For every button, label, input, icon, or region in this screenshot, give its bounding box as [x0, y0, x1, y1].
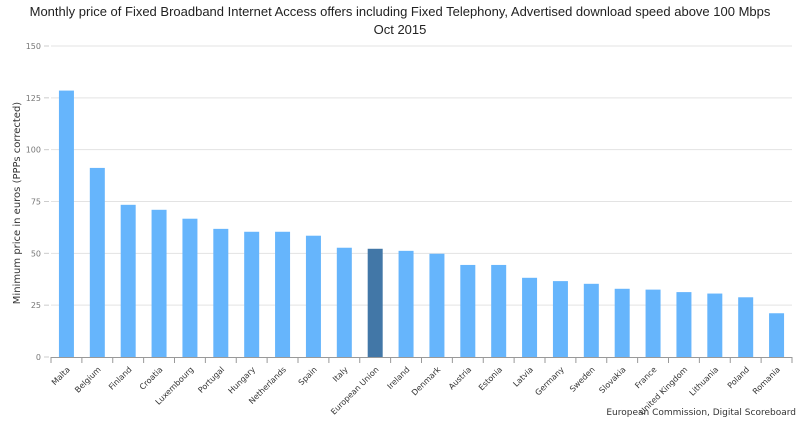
chart-subtitle: Oct 2015: [373, 22, 427, 37]
bar-slovakia: [614, 288, 630, 357]
x-tick-label: France: [633, 365, 658, 390]
x-tick-label: Denmark: [410, 365, 443, 398]
bar-sweden: [583, 283, 599, 357]
x-tick-label: Slovakia: [597, 365, 627, 395]
bar-croatia: [151, 209, 167, 357]
y-tick-label: 75: [31, 198, 41, 207]
chart-credit: European Commission, Digital Scoreboard: [606, 408, 796, 418]
bar-malta: [58, 90, 74, 358]
x-tick-label: Finland: [107, 365, 134, 392]
x-tick-label: Spain: [297, 365, 319, 387]
x-tick-label: Lithuania: [688, 365, 721, 398]
x-tick-label: Austria: [447, 365, 473, 391]
x-tick-label: Latvia: [511, 365, 535, 389]
bar-romania: [769, 313, 785, 357]
bar-estonia: [491, 264, 507, 357]
x-tick-label: Hungary: [227, 365, 258, 396]
y-tick-label: 100: [26, 146, 41, 155]
bar-luxembourg: [182, 218, 198, 357]
chart-title: Monthly price of Fixed Broadband Interne…: [29, 4, 771, 19]
bar-hungary: [244, 231, 260, 357]
bar-finland: [120, 204, 136, 357]
bar-netherlands: [275, 231, 291, 357]
gridlines: [44, 45, 792, 358]
bar-portugal: [213, 228, 229, 357]
bar-lithuania: [707, 293, 723, 357]
bar-ireland: [398, 250, 414, 357]
bar-united-kingdom: [676, 292, 692, 357]
bar-france: [645, 289, 661, 357]
x-tick-label: Belgium: [73, 365, 103, 395]
x-tick-label: Romania: [751, 365, 782, 396]
x-tick-label: Germany: [533, 365, 566, 398]
y-tick-label: 150: [26, 42, 41, 51]
bar-spain: [305, 235, 321, 357]
x-axis: [50, 357, 793, 363]
y-tick-label: 125: [26, 94, 41, 103]
x-tick-label: Poland: [726, 365, 751, 390]
bar-germany: [552, 281, 568, 357]
x-tick-label: Estonia: [477, 365, 504, 392]
y-tick-label: 50: [31, 249, 41, 258]
y-axis-label: Minimum price in euros (PPPs corrected): [12, 102, 23, 304]
bar-poland: [738, 297, 754, 357]
bar-belgium: [89, 167, 105, 357]
x-tick-label: Sweden: [568, 365, 597, 394]
bar-european-union: [367, 248, 383, 357]
bar-denmark: [429, 253, 445, 357]
bar-latvia: [522, 277, 538, 357]
bar-austria: [460, 264, 476, 357]
x-tick-label: Malta: [50, 365, 72, 387]
y-tick-label: 25: [31, 301, 41, 310]
x-tick-label: Portugal: [196, 365, 226, 395]
x-tick-label: Croatia: [138, 365, 165, 392]
x-tick-label: Italy: [331, 365, 350, 384]
bar-italy: [336, 247, 352, 357]
y-tick-label: 0: [36, 353, 41, 362]
x-tick-label: Ireland: [386, 365, 412, 391]
y-axis-ticks: 0 25 50 75 100 125 150: [26, 42, 41, 362]
bars: [58, 90, 785, 358]
